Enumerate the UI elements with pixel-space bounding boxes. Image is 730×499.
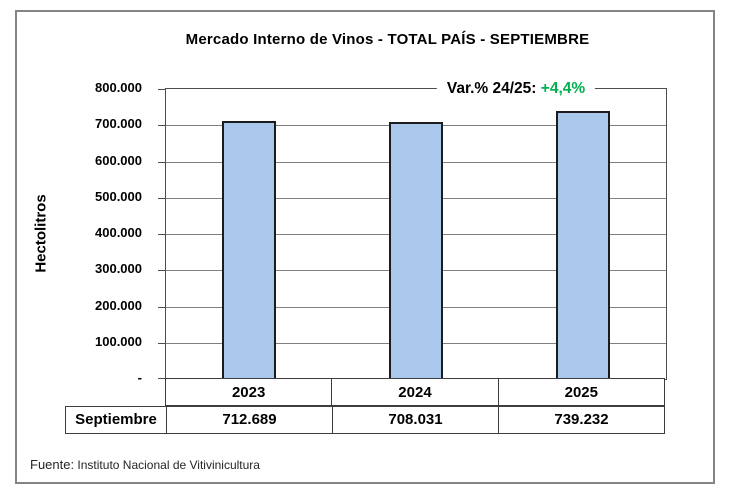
y-tick-label: 300.000 bbox=[95, 261, 142, 277]
variation-annotation: Var.% 24/25: +4,4% bbox=[436, 80, 596, 98]
value-cell-2024: 708.031 bbox=[333, 406, 499, 433]
year-cell-2024: 2024 bbox=[332, 379, 499, 405]
y-axis-tick bbox=[158, 89, 166, 90]
y-tick-labels: - 100.000 200.000 300.000 400.000 500.000 600.… bbox=[40, 80, 142, 385]
bar-2023 bbox=[222, 121, 277, 379]
y-tick-label: 100.000 bbox=[95, 333, 142, 349]
data-table-value-row: Septiembre 712.689 708.031 739.232 bbox=[65, 405, 665, 434]
source-note: Fuente: Instituto Nacional de Vitivinicu… bbox=[30, 457, 260, 472]
y-tick-label: 200.000 bbox=[95, 297, 142, 313]
y-tick-label: 700.000 bbox=[95, 116, 142, 132]
year-cell-2023: 2023 bbox=[166, 379, 333, 405]
value-cell-2023: 712.689 bbox=[167, 406, 333, 433]
bar-2024 bbox=[389, 122, 443, 379]
y-tick-label: 400.000 bbox=[95, 225, 142, 240]
y-tick-label: - bbox=[137, 370, 142, 385]
variation-value: +4,4% bbox=[540, 80, 586, 97]
chart-title: Mercado Interno de Vinos - TOTAL PAÍS - … bbox=[185, 31, 590, 48]
y-tick-label: 800.000 bbox=[95, 80, 142, 95]
y-axis-tick bbox=[158, 197, 166, 199]
y-axis-tick bbox=[158, 378, 166, 379]
source-prefix: Fuente: bbox=[30, 457, 75, 472]
y-tick-label: 500.000 bbox=[95, 188, 142, 204]
bar-2025 bbox=[555, 111, 610, 379]
y-tick-label: 600.000 bbox=[95, 152, 142, 168]
value-cell-2025: 739.232 bbox=[554, 411, 609, 428]
plot-area: Var.% 24/25: +4,4% bbox=[158, 80, 667, 380]
y-axis-tick bbox=[158, 342, 166, 344]
source-text: Instituto Nacional de Vitivinicultura bbox=[74, 458, 260, 472]
y-axis-tick bbox=[158, 161, 166, 163]
year-cell-2025: 2025 bbox=[564, 383, 598, 401]
y-axis-tick bbox=[158, 125, 166, 127]
y-axis-tick bbox=[158, 306, 166, 308]
row-label-cell: Septiembre bbox=[66, 406, 167, 433]
x-axis-category-row: 2023 2024 2025 bbox=[165, 378, 665, 406]
y-axis-tick bbox=[158, 234, 166, 235]
variation-label: Var.% 24/25: bbox=[446, 80, 541, 97]
y-axis-tick bbox=[158, 270, 166, 272]
